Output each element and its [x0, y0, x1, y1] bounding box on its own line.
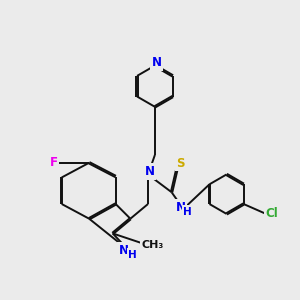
- Text: N: N: [119, 244, 129, 256]
- Text: N: N: [152, 56, 161, 69]
- Text: H: H: [183, 207, 192, 217]
- Text: CH₃: CH₃: [141, 240, 164, 250]
- Text: N: N: [145, 165, 154, 178]
- Text: S: S: [176, 157, 185, 170]
- Text: Cl: Cl: [265, 207, 278, 220]
- Text: F: F: [50, 156, 58, 169]
- Text: N: N: [176, 201, 185, 214]
- Text: H: H: [128, 250, 136, 260]
